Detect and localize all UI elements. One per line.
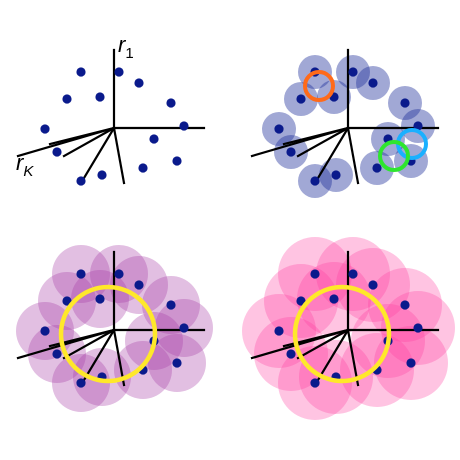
data-point <box>286 349 296 359</box>
axis-spoke <box>16 126 116 158</box>
data-point <box>368 280 378 290</box>
axis-spoke <box>250 126 350 158</box>
data-point <box>52 349 62 359</box>
axes <box>16 250 206 387</box>
data-point <box>296 296 306 306</box>
data-point <box>331 170 341 180</box>
data-point <box>400 98 410 108</box>
data-point <box>114 269 124 279</box>
data-point <box>172 358 182 368</box>
data-point <box>179 121 189 131</box>
data-point <box>274 124 284 134</box>
data-point <box>149 134 159 144</box>
axis-spoke <box>296 328 350 360</box>
data-point <box>274 326 284 336</box>
yellow-ring <box>292 284 392 384</box>
data-point <box>62 296 72 306</box>
panel-large-balls <box>242 237 455 420</box>
green-ring <box>378 140 410 172</box>
axes <box>16 48 206 185</box>
axis-spoke <box>82 328 116 382</box>
axis-spoke <box>316 328 350 382</box>
data-point <box>134 280 144 290</box>
axis-spoke <box>112 328 126 387</box>
axis-spoke <box>296 126 350 158</box>
data-point <box>114 67 124 77</box>
data-point <box>348 269 358 279</box>
axis-spoke <box>62 126 116 158</box>
axis-label-rk: rK <box>16 150 34 180</box>
data-point <box>372 163 382 173</box>
axis-label-r1: r1 <box>118 32 134 62</box>
axis-spoke <box>112 126 126 185</box>
data-point <box>348 67 358 77</box>
data-point <box>76 67 86 77</box>
data-point <box>286 147 296 157</box>
loop-ring <box>292 284 392 384</box>
data-point <box>179 323 189 333</box>
data-point <box>413 121 423 131</box>
data-point <box>413 323 423 333</box>
data-point <box>76 269 86 279</box>
data-point <box>310 176 320 186</box>
data-point <box>166 300 176 310</box>
data-point <box>138 163 148 173</box>
axes <box>250 48 440 185</box>
data-point <box>134 78 144 88</box>
data-point <box>296 94 306 104</box>
axis-spoke <box>250 328 350 360</box>
axis-spoke <box>346 328 360 387</box>
data-point <box>329 294 339 304</box>
axis-spoke <box>316 126 350 180</box>
data-point <box>166 98 176 108</box>
orange-ring <box>303 70 335 102</box>
data-point <box>310 378 320 388</box>
data-point <box>52 147 62 157</box>
panel-small-balls <box>250 48 440 198</box>
axis-spoke <box>82 126 116 180</box>
data-point <box>76 378 86 388</box>
data-point <box>97 170 107 180</box>
data-point <box>310 269 320 279</box>
axis-spoke <box>16 328 116 360</box>
data-points <box>40 67 189 186</box>
data-point <box>400 300 410 310</box>
axes <box>250 250 440 387</box>
data-point <box>40 124 50 134</box>
panel-point-cloud: r1 rK <box>16 32 206 186</box>
data-point <box>95 92 105 102</box>
axis-spoke <box>346 126 360 185</box>
data-points <box>274 67 423 186</box>
data-point <box>172 156 182 166</box>
data-point <box>62 94 72 104</box>
data-point <box>95 294 105 304</box>
axis-spoke <box>62 328 116 360</box>
data-point <box>406 358 416 368</box>
data-point <box>40 326 50 336</box>
highlight-rings <box>303 70 428 172</box>
panel-medium-balls <box>16 245 213 412</box>
data-point <box>76 176 86 186</box>
data-point <box>368 78 378 88</box>
yellow-ring <box>58 284 158 384</box>
loop-ring <box>58 284 158 384</box>
